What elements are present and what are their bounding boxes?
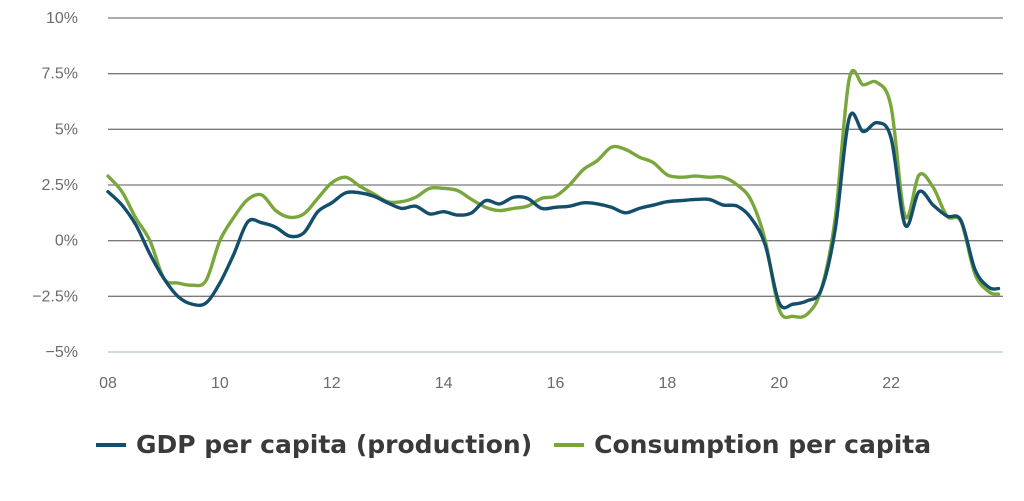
- y-tick-label: 0%: [55, 233, 78, 250]
- legend-label-gdp: GDP per capita (production): [136, 430, 533, 459]
- y-tick-label: −5%: [46, 344, 78, 361]
- chart-legend: GDP per capita (production) Consumption …: [96, 430, 953, 459]
- x-tick-label: 18: [658, 375, 676, 392]
- y-tick-label: −2.5%: [32, 288, 78, 305]
- x-tick-label: 14: [435, 375, 453, 392]
- series-lines: [106, 68, 1001, 320]
- y-tick-label: 10%: [46, 10, 78, 27]
- legend-item-gdp: GDP per capita (production): [96, 430, 532, 459]
- x-tick-label: 16: [547, 375, 565, 392]
- legend-swatch-gdp: [96, 442, 126, 447]
- series-line-gdp: [106, 111, 1001, 310]
- legend-item-consumption: Consumption per capita: [554, 430, 931, 459]
- legend-label-consumption: Consumption per capita: [594, 430, 932, 459]
- x-axis-tick-labels: 08 10 12 14 16 18 20 22: [99, 375, 900, 392]
- y-tick-label: 2.5%: [42, 177, 78, 194]
- y-tick-label: 7.5%: [42, 66, 78, 83]
- x-tick-label: 20: [770, 375, 788, 392]
- x-tick-label: 22: [882, 375, 900, 392]
- legend-swatch-consumption: [554, 442, 585, 447]
- y-tick-label: 5%: [55, 121, 78, 138]
- x-tick-label: 10: [211, 375, 229, 392]
- line-chart: 10% 7.5% 5% 2.5% 0% −2.5% −5% 08 10 12 14 16 18 20 22: [32, 10, 1003, 392]
- y-axis-tick-labels: 10% 7.5% 5% 2.5% 0% −2.5% −5%: [32, 10, 78, 361]
- series-line-consumption: [106, 68, 1001, 320]
- x-tick-label: 12: [323, 375, 341, 392]
- x-tick-label: 08: [99, 375, 117, 392]
- gridlines: [108, 17, 1003, 353]
